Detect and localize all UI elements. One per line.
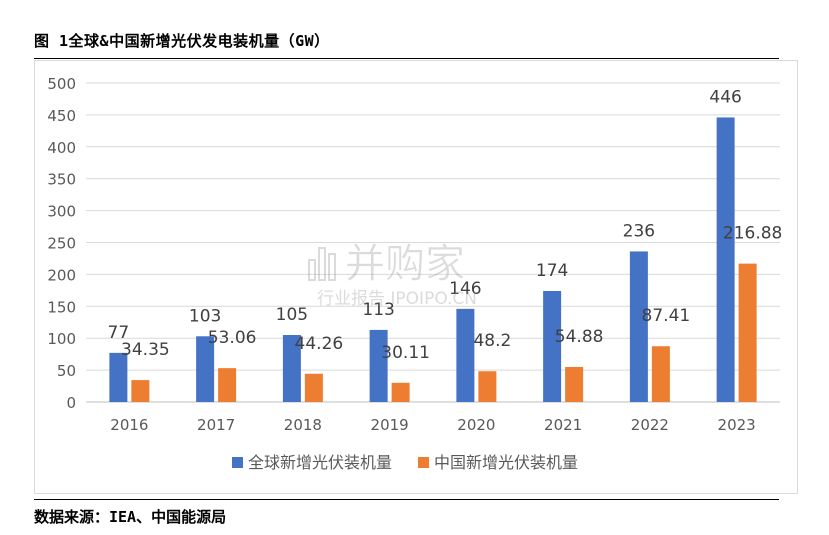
bar-china <box>131 380 150 402</box>
top-rule <box>34 58 779 59</box>
y-tick-label: 300 <box>47 203 76 221</box>
bars <box>109 117 757 403</box>
y-tick-label: 250 <box>47 235 76 253</box>
bar-global <box>716 117 735 403</box>
data-label-china: 34.35 <box>121 340 170 360</box>
source-note: 数据来源：IEA、中国能源局 <box>34 508 227 526</box>
y-tick-label: 450 <box>47 107 76 125</box>
bar-china <box>651 346 670 402</box>
data-label-global: 236 <box>623 221 655 241</box>
x-tick-label: 2023 <box>718 416 756 434</box>
data-label-china: 216.88 <box>723 224 782 244</box>
bar-global <box>282 335 301 402</box>
x-tick-label: 2017 <box>197 416 235 434</box>
bar-china <box>304 373 323 402</box>
x-tick-label: 2022 <box>631 416 669 434</box>
y-tick-label: 50 <box>57 362 76 380</box>
data-label-global: 446 <box>709 87 741 107</box>
data-label-global: 113 <box>362 300 394 320</box>
x-tick-label: 2018 <box>284 416 322 434</box>
data-label-global: 77 <box>108 323 130 343</box>
data-labels: 77 103 105 113 146 174 236 446 34.35 53.06 44.26 30… <box>108 87 783 362</box>
gridlines <box>86 82 780 403</box>
y-tick-label: 150 <box>47 298 76 316</box>
data-label-china: 53.06 <box>208 328 257 348</box>
bar-china <box>565 366 584 402</box>
legend-global-swatch <box>232 457 243 468</box>
chart-frame <box>34 60 798 494</box>
data-label-china: 30.11 <box>381 343 430 363</box>
bottom-rule <box>34 499 779 500</box>
bar-global <box>629 251 648 402</box>
y-tick-label: 100 <box>47 330 76 348</box>
x-tick-label: 2019 <box>371 416 409 434</box>
y-tick-label: 400 <box>47 139 76 157</box>
data-label-china: 48.2 <box>473 331 511 351</box>
data-label-global: 105 <box>276 305 308 325</box>
data-label-china: 54.88 <box>555 327 604 347</box>
bar-global <box>109 352 128 402</box>
y-tick-label: 0 <box>66 394 76 412</box>
legend-china-swatch <box>418 457 429 468</box>
x-tick-label: 2021 <box>544 416 582 434</box>
data-label-global: 103 <box>189 306 221 326</box>
legend-global-label: 全球新增光伏装机量 <box>248 453 392 472</box>
bar-china <box>218 368 237 402</box>
y-axis: 0 50 100 150 200 250 300 350 400 450 500 <box>47 75 76 412</box>
bar-global <box>543 290 562 402</box>
x-axis: 2016 2017 2018 2019 2020 2021 2022 2023 <box>110 416 755 434</box>
legend-china-label: 中国新增光伏装机量 <box>434 453 578 472</box>
x-tick-label: 2016 <box>110 416 148 434</box>
y-tick-label: 350 <box>47 171 76 189</box>
data-label-global: 146 <box>449 279 481 299</box>
bar-global <box>369 329 388 402</box>
figure-title: 图 1全球&中国新增光伏发电装机量（GW） <box>34 32 330 50</box>
data-label-china: 87.41 <box>642 306 691 326</box>
legend: 全球新增光伏装机量 中国新增光伏装机量 <box>232 453 578 472</box>
bar-china <box>391 382 410 402</box>
x-tick-label: 2020 <box>457 416 495 434</box>
data-label-global: 174 <box>536 261 568 281</box>
bar-global <box>196 336 215 402</box>
bar-china <box>478 371 497 402</box>
bar-china <box>738 263 757 402</box>
y-tick-label: 500 <box>47 75 76 93</box>
y-tick-label: 200 <box>47 266 76 284</box>
data-label-china: 44.26 <box>295 334 344 354</box>
bar-global <box>456 308 475 402</box>
